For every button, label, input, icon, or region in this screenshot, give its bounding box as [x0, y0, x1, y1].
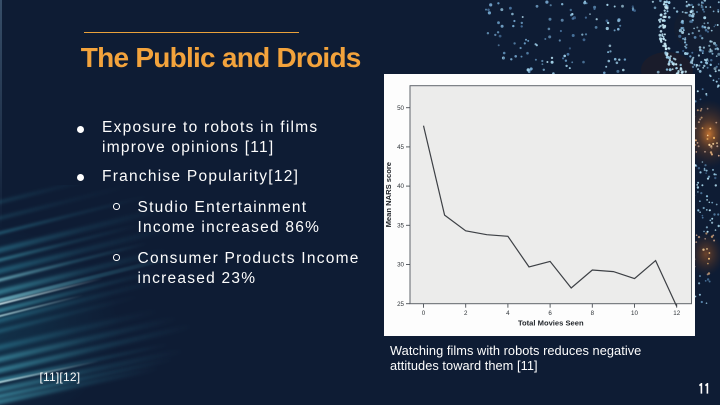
svg-text:25: 25 [397, 301, 404, 308]
svg-text:0: 0 [421, 310, 425, 317]
svg-text:12: 12 [673, 310, 680, 317]
svg-text:Mean NARS score: Mean NARS score [384, 162, 393, 227]
svg-text:6: 6 [548, 310, 552, 317]
svg-text:4: 4 [506, 310, 510, 317]
svg-text:8: 8 [590, 310, 594, 317]
svg-text:2: 2 [463, 310, 467, 317]
svg-text:50: 50 [397, 105, 404, 112]
svg-text:Total Movies Seen: Total Movies Seen [517, 319, 583, 328]
svg-text:35: 35 [397, 222, 404, 229]
svg-text:10: 10 [631, 310, 638, 317]
svg-text:45: 45 [397, 144, 404, 151]
svg-text:40: 40 [397, 183, 404, 190]
svg-text:30: 30 [397, 262, 404, 269]
